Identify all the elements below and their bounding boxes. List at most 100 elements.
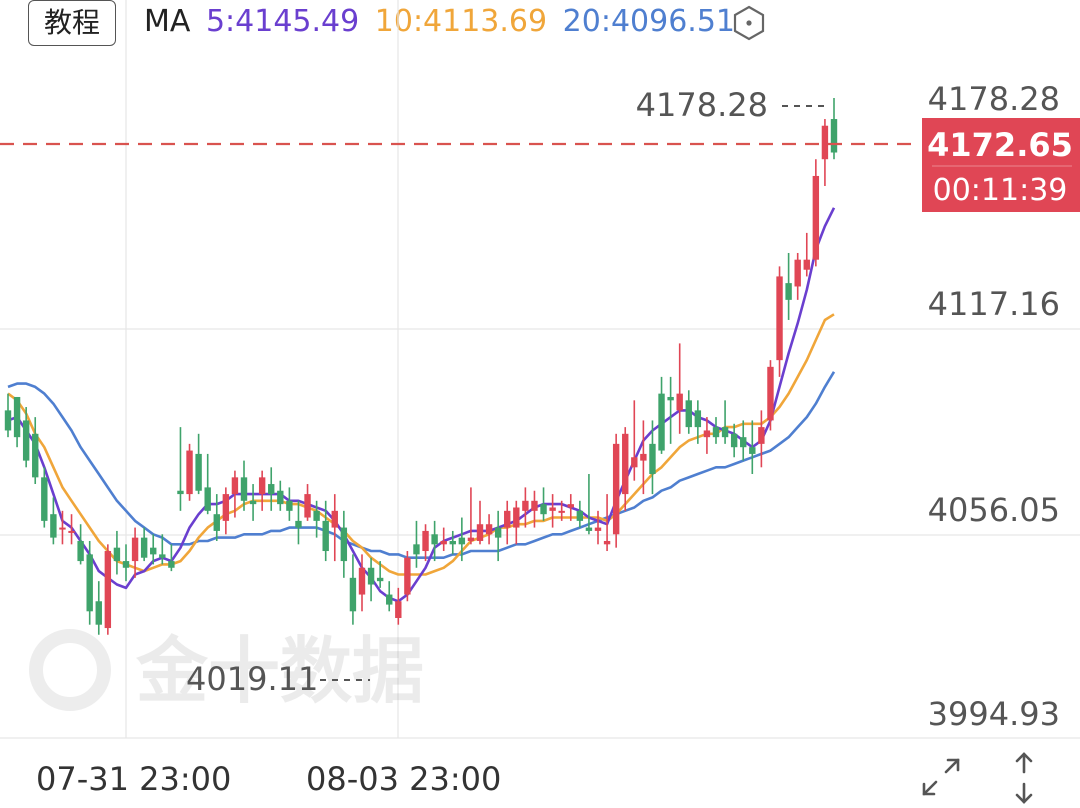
candle-body <box>821 125 829 160</box>
high-label: 4178.28 <box>636 86 768 124</box>
candle-body <box>32 433 39 478</box>
x-tick: 08-03 23:00 <box>306 760 501 798</box>
candle-body <box>68 530 75 533</box>
candle-body <box>404 557 411 595</box>
candle-body <box>13 396 21 438</box>
candle-body <box>721 427 729 438</box>
candle-body <box>131 537 139 562</box>
candle-body <box>440 540 447 545</box>
candle-body <box>213 514 220 531</box>
candle-body <box>50 514 57 538</box>
candle-body <box>485 524 493 535</box>
candle-body <box>685 400 692 428</box>
candle-body <box>540 504 547 515</box>
candle-body <box>576 510 584 521</box>
candle-body <box>186 450 193 495</box>
candle-body <box>240 477 248 501</box>
candle-body <box>622 433 629 495</box>
ma-legend: MA 5:4145.49 10:4113.69 20:4096.51 <box>144 2 741 42</box>
candle-body <box>467 537 475 541</box>
candle-body <box>758 427 765 444</box>
candle-body <box>150 547 157 555</box>
candle-body <box>449 540 456 545</box>
candle-body <box>95 601 102 625</box>
candle-body <box>122 561 130 568</box>
ma20-line <box>7 371 836 560</box>
candle-body <box>4 410 12 431</box>
tutorial-button[interactable]: 教程 <box>28 0 116 46</box>
x-tick: 07-31 23:00 <box>36 760 231 798</box>
candle-body <box>222 494 230 521</box>
candle-body <box>658 393 665 451</box>
candle-body <box>386 594 393 605</box>
candle-body <box>812 175 820 260</box>
candle-body <box>177 490 184 495</box>
candle-body <box>249 500 257 505</box>
hexagon-settings-icon[interactable] <box>730 4 768 42</box>
candle-body <box>431 534 438 545</box>
expand-diagonal-icon[interactable] <box>916 752 966 802</box>
watermark-text: 金十数据 <box>135 629 424 713</box>
candle-body <box>395 601 402 618</box>
ma5-value: 5:4145.49 <box>205 4 360 39</box>
x-axis: 07-31 23:00 08-03 23:00 <box>36 760 501 798</box>
y-tick: 3994.93 <box>928 695 1060 733</box>
candle-body <box>313 510 320 521</box>
candle-body <box>340 527 348 562</box>
low-annotation: 4019.11 <box>186 660 370 698</box>
candle-body <box>504 510 511 528</box>
candle-body <box>86 554 93 612</box>
countdown-label: 00:11:39 <box>933 173 1068 208</box>
candle-body <box>322 520 329 552</box>
candle-body <box>41 477 48 521</box>
price-tag: 4172.65 00:11:39 <box>922 118 1080 212</box>
candle-body <box>603 540 611 545</box>
candle-body <box>458 537 466 545</box>
candle-body <box>712 427 720 438</box>
candle-body <box>277 490 284 505</box>
candle-body <box>422 530 429 552</box>
candle-body <box>494 527 502 538</box>
candle-body <box>803 259 810 270</box>
candle-body <box>767 366 774 421</box>
candle-body <box>204 487 211 511</box>
y-tick: 4117.16 <box>928 285 1060 323</box>
candle-body <box>367 567 375 585</box>
candle-body <box>159 554 166 558</box>
candle-body <box>349 577 357 612</box>
candle-body <box>286 500 293 511</box>
candle-body <box>476 524 484 541</box>
candle-body <box>376 577 384 582</box>
current-price-label: 4172.65 <box>927 126 1073 164</box>
candle-body <box>594 527 602 531</box>
candle-body <box>413 544 420 555</box>
up-down-arrows-icon[interactable] <box>1004 750 1044 806</box>
candle-body <box>531 500 538 511</box>
candle-body <box>140 537 148 558</box>
candle-body <box>776 276 783 361</box>
candle-body <box>77 540 84 562</box>
candle-body <box>785 283 792 300</box>
candle-body <box>549 507 556 511</box>
ma20-value: 20:4096.51 <box>562 4 735 39</box>
candle-body <box>258 477 266 495</box>
y-tick: 4056.05 <box>928 491 1060 529</box>
candle-body <box>195 453 202 491</box>
candle-body <box>612 443 620 535</box>
candle-body <box>749 447 756 454</box>
candle-body <box>585 527 593 531</box>
candle-body <box>59 527 66 530</box>
candle-body <box>740 437 747 448</box>
candle-body <box>694 410 702 428</box>
candle-body <box>667 396 674 401</box>
y-tick: 4178.28 <box>928 80 1060 118</box>
candle-body <box>295 520 302 528</box>
candle-body <box>631 457 638 468</box>
candle-body <box>358 567 366 595</box>
candle-body <box>703 430 711 438</box>
candle-body <box>676 393 683 411</box>
candle-body <box>104 551 112 629</box>
candle-body <box>649 443 656 475</box>
ma-prefix: MA <box>144 4 191 39</box>
